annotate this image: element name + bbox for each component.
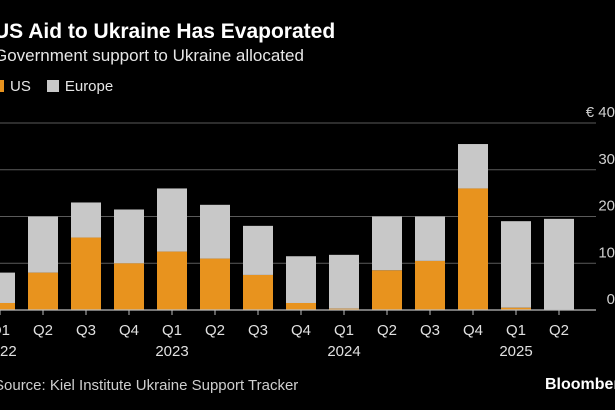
bar-europe [286, 256, 316, 303]
legend-item-europe: Europe [46, 77, 114, 95]
x-tick-label: Q4 [119, 322, 139, 339]
bar-us [114, 263, 144, 310]
bar-us [243, 274, 273, 310]
x-year-label: 2022 [0, 343, 17, 360]
x-year-label: 2023 [155, 343, 188, 360]
bar-us [0, 302, 15, 310]
x-tick-label: Q4 [463, 322, 483, 339]
x-year-label: 2025 [499, 343, 532, 360]
bar-europe [28, 216, 58, 273]
bar-europe [372, 216, 402, 271]
y-tick-label: 0 [607, 291, 615, 308]
bar-us [157, 251, 187, 310]
bar-us [71, 237, 101, 310]
bar-europe [0, 272, 15, 303]
bar-europe [243, 225, 273, 275]
x-tick-label: Q1 [0, 322, 10, 339]
bar-us [286, 302, 316, 310]
legend-swatch-europe [46, 80, 59, 92]
bar-europe [415, 216, 445, 261]
x-tick-label: Q1 [334, 322, 354, 339]
x-tick-label: Q4 [291, 322, 311, 339]
bar-us [501, 307, 531, 310]
bar-europe [458, 144, 488, 189]
legend: US Europe [0, 76, 129, 96]
chart-title: US Aid to Ukraine Has Evaporated [0, 20, 336, 43]
x-tick-label: Q2 [33, 322, 53, 339]
legend-label-europe: Europe [64, 77, 114, 95]
bar-europe [157, 188, 187, 252]
bar-europe [501, 221, 531, 308]
legend-label-us: US [10, 77, 31, 95]
x-tick-label: Q2 [205, 322, 225, 339]
bar-us [28, 272, 58, 310]
bar-us [200, 258, 230, 310]
y-tick-label: € 40 [586, 104, 615, 121]
bar-europe [544, 218, 574, 310]
source-note: Source: Kiel Institute Ukraine Support T… [0, 377, 299, 394]
x-year-label: 2024 [327, 343, 360, 360]
bar-europe [329, 254, 359, 309]
legend-item-us: US [0, 78, 31, 95]
x-tick-label: Q3 [76, 322, 96, 339]
y-tick-label: 30 [598, 151, 615, 168]
x-tick-label: Q2 [549, 322, 569, 339]
x-tick-label: Q3 [420, 322, 440, 339]
bar-europe [114, 209, 144, 264]
x-tick-label: Q3 [248, 322, 268, 339]
bar-us [458, 188, 488, 310]
chart-subtitle: Government support to Ukraine allocated [0, 46, 304, 65]
y-tick-label: 10 [598, 244, 615, 261]
bar-europe [200, 204, 230, 259]
bloomberg-logo: Bloomberg [545, 376, 615, 393]
bar-us [372, 270, 402, 310]
x-tick-label: Q2 [377, 322, 397, 339]
bar-europe [71, 202, 101, 238]
legend-swatch-us [0, 80, 4, 92]
y-tick-label: 20 [598, 198, 615, 215]
x-tick-label: Q1 [506, 322, 526, 339]
x-tick-label: Q1 [162, 322, 182, 339]
bar-us [415, 260, 445, 310]
bar-us [329, 308, 359, 310]
